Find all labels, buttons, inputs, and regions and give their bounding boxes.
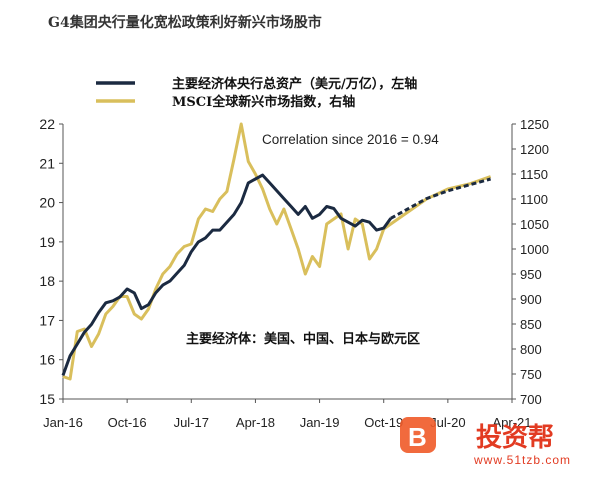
y-right-tick-label: 950 — [520, 267, 542, 282]
x-tick-label: Oct-19 — [364, 415, 403, 430]
watermark-logo-letter: B — [408, 422, 427, 452]
y-left-tick-label: 18 — [39, 273, 55, 289]
series-central-bank-assets-line — [61, 173, 393, 376]
y-left-tick-label: 16 — [39, 352, 55, 368]
y-left-tick-label: 19 — [39, 234, 55, 250]
y-right-tick-label: 750 — [520, 367, 542, 382]
y-right-tick-label: 1000 — [520, 242, 549, 257]
y-left-tick-label: 20 — [39, 195, 55, 211]
watermark-text: 投资帮 — [476, 423, 554, 453]
y-left-tick-label: 21 — [39, 155, 55, 171]
watermark: B 投资帮 www.51tzb.com — [400, 417, 571, 467]
y-right-axis-ticks: 700 750 800 850 900 950 1000 1050 1100 1150 1200 12… — [512, 117, 549, 407]
y-left-axis-ticks: 15 16 17 18 19 20 21 22 — [39, 116, 63, 407]
x-tick-label: Jul-20 — [430, 415, 465, 430]
y-right-tick-label: 700 — [520, 392, 542, 407]
series-msci-em-line — [62, 122, 492, 381]
y-right-tick-label: 1050 — [520, 217, 549, 232]
y-left-tick-label: 22 — [39, 116, 55, 132]
legend: 主要经济体央行总资产（美元/万亿），左轴 MSCI全球新兴市场指数，右轴 — [96, 76, 417, 110]
axes — [62, 124, 513, 400]
y-right-tick-label: 800 — [520, 342, 542, 357]
y-left-tick-label: 15 — [39, 391, 55, 407]
major-economies-note: 主要经济体：美国、中国、日本与欧元区 — [186, 331, 420, 347]
y-left-tick-label: 17 — [39, 312, 55, 328]
watermark-logo-icon — [400, 417, 436, 453]
legend-label-central-bank-assets: 主要经济体央行总资产（美元/万亿），左轴 — [172, 76, 417, 92]
series-layer — [61, 122, 492, 381]
watermark-url: www.51tzb.com — [473, 453, 571, 467]
chart-title: G4集团央行量化宽松政策利好新兴市场股市 — [48, 14, 322, 31]
x-tick-label: Oct-16 — [108, 415, 147, 430]
series-central-bank-assets-projection-line — [390, 177, 491, 220]
correlation-annotation: Correlation since 2016 = 0.94 — [262, 132, 439, 147]
legend-label-msci-em: MSCI全球新兴市场指数，右轴 — [172, 94, 355, 110]
y-right-tick-label: 1100 — [520, 192, 548, 207]
x-tick-label: Apr-21 — [492, 415, 531, 430]
x-tick-label: Apr-18 — [236, 415, 275, 430]
y-right-tick-label: 1250 — [520, 117, 549, 132]
y-right-tick-label: 900 — [520, 292, 542, 307]
y-right-tick-label: 850 — [520, 317, 542, 332]
y-right-tick-label: 1200 — [520, 142, 549, 157]
x-tick-label: Jan-16 — [43, 415, 83, 430]
y-right-tick-label: 1150 — [520, 167, 548, 182]
x-axis-ticks: Jan-16 Oct-16 Jul-17 Apr-18 Jan-19 Oct-19 Jul-… — [43, 399, 532, 430]
x-tick-label: Jan-19 — [300, 415, 340, 430]
x-tick-label: Jul-17 — [174, 415, 209, 430]
